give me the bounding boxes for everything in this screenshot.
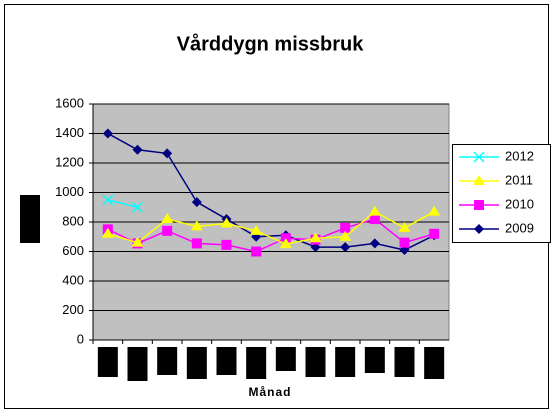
redacted-x-label xyxy=(394,347,415,377)
y-tick-label: 1200 xyxy=(55,154,84,169)
redacted-x-label xyxy=(246,347,267,379)
data-point xyxy=(101,227,114,238)
legend-label: 2011 xyxy=(505,172,533,187)
data-point xyxy=(339,230,352,241)
data-point xyxy=(369,214,380,225)
data-point xyxy=(398,221,411,232)
redacted-x-label xyxy=(424,347,445,379)
y-tick-label: 200 xyxy=(62,302,84,317)
data-point xyxy=(428,205,441,216)
data-point xyxy=(251,246,262,257)
y-tick-label: 600 xyxy=(62,243,84,258)
redacted-x-label xyxy=(127,347,148,381)
legend-marker xyxy=(474,224,484,234)
redacted-x-label xyxy=(97,347,118,377)
legend-label: 2012 xyxy=(505,148,534,163)
legend-label: 2010 xyxy=(505,196,534,211)
series-line xyxy=(107,132,435,251)
data-point xyxy=(250,224,263,235)
data-point xyxy=(309,232,322,243)
data-point xyxy=(221,239,232,250)
legend-box xyxy=(452,144,551,243)
data-point xyxy=(369,238,380,249)
data-point xyxy=(132,144,143,155)
redacted-x-label xyxy=(186,347,207,379)
data-point xyxy=(340,242,351,253)
redacted-axis-title xyxy=(20,195,40,243)
data-point xyxy=(279,238,292,249)
x-axis-label: Månad xyxy=(248,385,291,399)
redacted-x-label xyxy=(157,347,178,375)
data-point xyxy=(131,236,144,247)
data-point xyxy=(162,225,173,236)
series-line xyxy=(107,199,138,208)
y-tick-label: 800 xyxy=(62,213,84,228)
data-point xyxy=(368,205,381,216)
data-point xyxy=(191,197,202,208)
y-tick-label: 400 xyxy=(62,272,84,287)
legend-marker xyxy=(474,200,484,210)
data-point xyxy=(191,238,202,249)
redacted-x-label xyxy=(216,347,237,375)
redacted-x-label xyxy=(335,347,356,377)
data-point xyxy=(162,148,173,159)
data-point xyxy=(340,222,351,233)
data-point xyxy=(161,213,174,224)
data-point xyxy=(102,194,114,206)
redacted-x-label xyxy=(364,347,385,373)
redacted-x-label xyxy=(305,347,326,377)
y-tick-label: 1600 xyxy=(55,95,84,110)
data-point xyxy=(399,237,410,248)
data-point xyxy=(131,201,144,213)
redacted-x-label xyxy=(275,347,296,371)
legend-marker xyxy=(473,175,485,185)
y-tick-label: 0 xyxy=(77,331,84,346)
y-tick-label: 1000 xyxy=(55,184,84,199)
data-point xyxy=(429,228,440,239)
legend-label: 2009 xyxy=(505,220,534,235)
data-point xyxy=(102,128,113,139)
legend-marker xyxy=(473,151,485,163)
data-point xyxy=(190,220,203,231)
chart-title: Vårddygn missbruk xyxy=(177,32,365,55)
y-tick-label: 1400 xyxy=(55,125,84,140)
data-point xyxy=(220,217,233,228)
